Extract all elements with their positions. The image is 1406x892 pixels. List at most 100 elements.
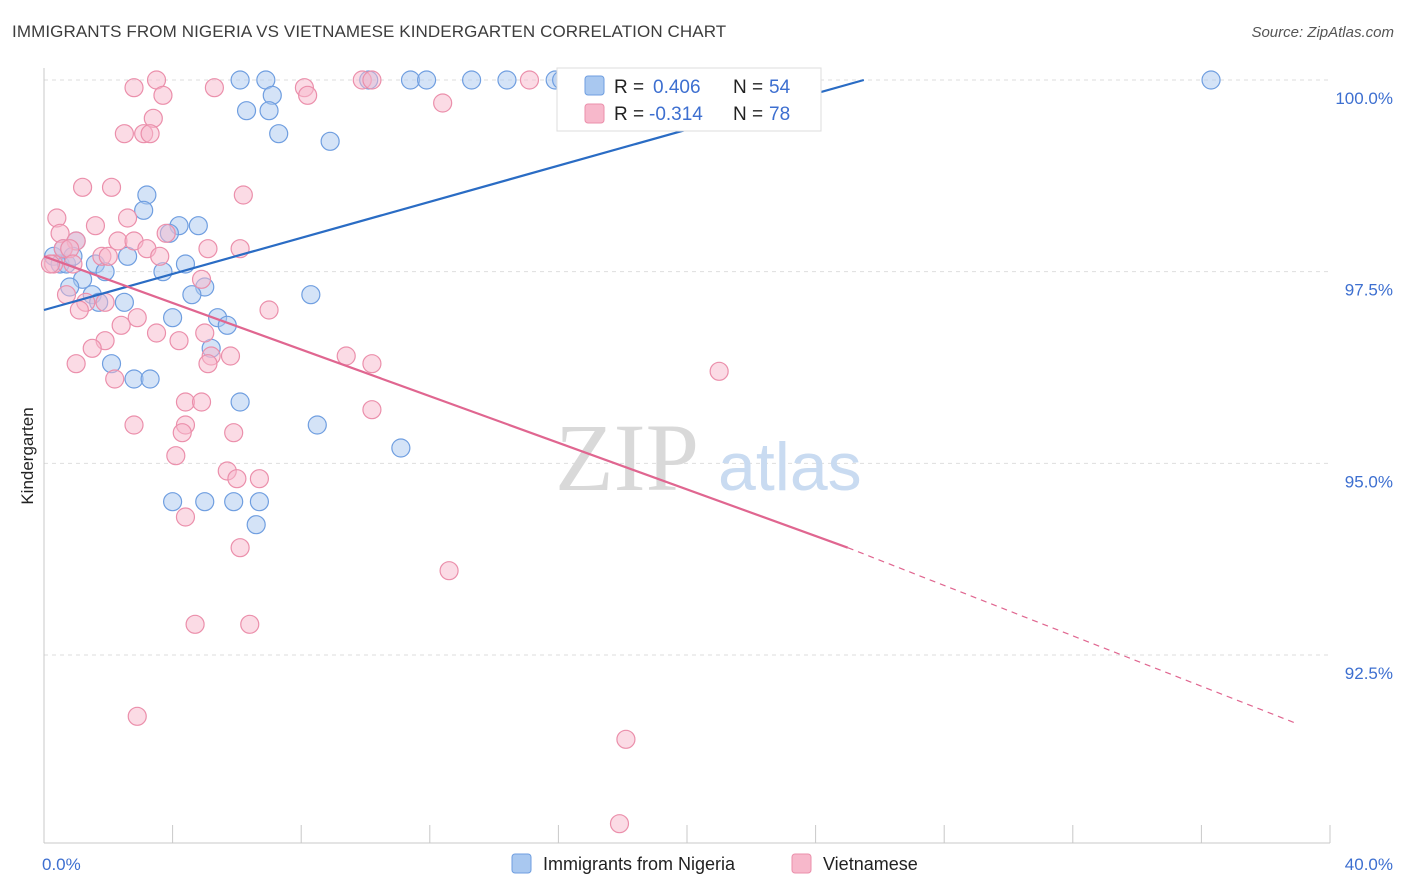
point-vietnamese-13 [114, 124, 134, 144]
point-vietnamese-17 [101, 177, 122, 197]
series-vietnamese-points [40, 70, 729, 834]
point-nigeria-45 [307, 415, 327, 435]
bottom-legend-label-nigeria: Immigrants from Nigeria [543, 854, 736, 874]
point-vietnamese-64 [224, 423, 244, 443]
point-nigeria-12 [259, 101, 279, 121]
point-nigeria-42 [124, 369, 144, 389]
legend-swatch-vietnamese [584, 103, 605, 124]
point-vietnamese-56 [362, 354, 382, 374]
point-nigeria-3 [400, 70, 421, 90]
point-vietnamese-9 [298, 85, 318, 105]
x-tick-label-1: 40.0% [1345, 855, 1393, 874]
trend-line-vietnamese-extension [847, 547, 1299, 725]
point-nigeria-14 [320, 131, 340, 151]
point-vietnamese-47 [195, 323, 215, 343]
point-nigeria-47 [163, 492, 183, 512]
point-vietnamese-49 [169, 331, 189, 351]
point-vietnamese-44 [127, 308, 147, 328]
legend-n-label-nigeria: N = [733, 77, 763, 98]
point-vietnamese-21 [85, 216, 106, 236]
source-credit: Source: ZipAtlas.com [1251, 24, 1394, 41]
watermark-zip: ZIP [555, 404, 699, 511]
point-nigeria-11 [236, 101, 257, 121]
point-vietnamese-30 [198, 239, 218, 259]
point-nigeria-34 [301, 285, 321, 305]
trend-line-vietnamese [43, 255, 849, 549]
point-nigeria-49 [224, 492, 244, 512]
point-vietnamese-25 [108, 231, 128, 251]
axes [43, 68, 1331, 844]
point-nigeria-44 [230, 392, 250, 412]
y-tick-label-3: 100.0% [1335, 89, 1393, 108]
bottom-legend-swatch-vietnamese [791, 853, 812, 874]
point-vietnamese-10 [153, 85, 173, 105]
point-vietnamese-11 [433, 93, 453, 113]
bottom-legend-label-vietnamese: Vietnamese [823, 854, 918, 874]
point-vietnamese-20 [117, 208, 138, 228]
x-tick-label-0: 0.0% [42, 855, 81, 874]
point-vietnamese-65 [172, 423, 192, 443]
point-vietnamese-76 [616, 729, 636, 749]
point-vietnamese-7 [124, 78, 144, 98]
point-nigeria-51 [246, 515, 266, 535]
point-vietnamese-16 [72, 177, 93, 197]
gridlines [44, 79, 1330, 656]
point-vietnamese-70 [175, 507, 196, 527]
point-vietnamese-43 [69, 300, 89, 320]
point-nigeria-37 [163, 308, 183, 328]
point-vietnamese-15 [140, 124, 160, 144]
point-vietnamese-4 [519, 70, 540, 90]
point-vietnamese-77 [609, 814, 630, 834]
point-vietnamese-73 [185, 614, 205, 634]
point-nigeria-0 [230, 70, 250, 90]
point-vietnamese-8 [204, 78, 224, 98]
point-vietnamese-41 [95, 292, 115, 312]
bottom-legend-swatch-nigeria [511, 853, 532, 874]
point-vietnamese-45 [111, 315, 131, 335]
point-vietnamese-58 [105, 369, 125, 389]
legend-r-value-nigeria: 0.406 [653, 77, 701, 98]
point-nigeria-5 [461, 70, 482, 90]
legend-n-label-vietnamese: N = [733, 104, 763, 125]
point-vietnamese-52 [220, 346, 241, 366]
point-vietnamese-75 [127, 706, 147, 726]
y-tick-label-2: 97.5% [1345, 281, 1393, 300]
point-vietnamese-71 [230, 538, 250, 558]
point-vietnamese-42 [259, 300, 279, 320]
point-vietnamese-34 [150, 246, 170, 266]
point-nigeria-6 [497, 70, 517, 90]
point-nigeria-46 [391, 438, 411, 458]
point-vietnamese-53 [336, 346, 356, 366]
point-vietnamese-50 [82, 338, 102, 358]
point-vietnamese-59 [175, 392, 196, 412]
point-vietnamese-33 [98, 246, 118, 266]
y-tick-label-0: 92.5% [1345, 664, 1393, 683]
point-nigeria-33 [182, 285, 202, 305]
point-nigeria-16 [134, 200, 154, 220]
legend-n-value-nigeria: 54 [769, 77, 791, 98]
correlation-legend: R = 0.406 N = 54 R = -0.314 N = 78 [556, 67, 822, 132]
point-vietnamese-61 [362, 400, 382, 420]
point-nigeria-13 [269, 124, 289, 144]
legend-swatch-nigeria [584, 75, 605, 96]
point-nigeria-50 [249, 492, 270, 512]
legend-r-value-vietnamese: -0.314 [649, 104, 703, 125]
point-vietnamese-3 [362, 70, 382, 90]
point-nigeria-48 [195, 492, 215, 512]
point-vietnamese-74 [240, 614, 260, 634]
y-axis-title: Kindergarten [18, 407, 37, 504]
chart-title: IMMIGRANTS FROM NIGERIA VS VIETNAMESE KI… [12, 22, 727, 41]
y-tick-labels: 92.5% 95.0% 97.5% 100.0% [1335, 89, 1393, 683]
point-vietnamese-18 [233, 185, 253, 205]
point-vietnamese-54 [66, 354, 86, 374]
legend-r-label-nigeria: R = [614, 77, 644, 98]
point-vietnamese-69 [249, 469, 270, 489]
point-vietnamese-23 [156, 223, 176, 243]
point-nigeria-18 [188, 216, 208, 236]
x-tick-labels: 0.0% 40.0% [42, 855, 1393, 874]
point-vietnamese-72 [439, 561, 459, 581]
y-tick-label-1: 95.0% [1345, 472, 1393, 491]
point-nigeria-4 [416, 70, 437, 90]
point-vietnamese-68 [227, 469, 247, 489]
